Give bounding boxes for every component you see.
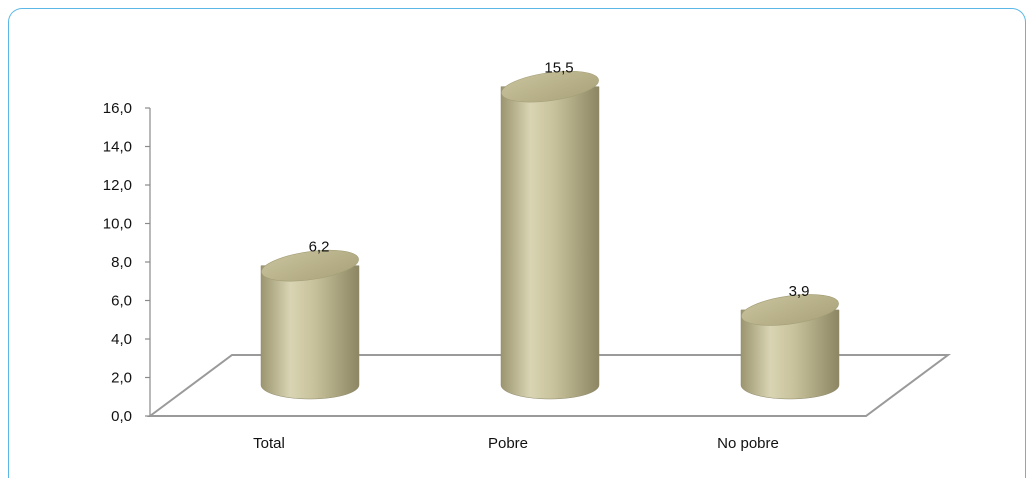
bar-top: [261, 249, 359, 282]
bar-body: [740, 309, 840, 400]
x-axis-labels: Total Pobre No pobre: [253, 435, 779, 452]
y-tick-label: 16,0: [103, 100, 132, 117]
bar-pobre: 15,5: [500, 60, 600, 400]
bar-body: [500, 86, 600, 400]
y-tick-label: 12,0: [103, 177, 132, 194]
bars: 6,2 15,5 3,9: [260, 60, 840, 400]
x-tick-label: Total: [253, 435, 285, 452]
bar-top: [501, 70, 599, 103]
x-tick-label: Pobre: [488, 435, 528, 452]
data-label: 6,2: [309, 239, 330, 256]
y-tick-label: 0,0: [111, 408, 132, 425]
y-tick-label: 4,0: [111, 331, 132, 348]
chart-frame: [8, 8, 1026, 478]
y-tick-label: 2,0: [111, 370, 132, 387]
bar-total: 6,2: [260, 239, 360, 400]
floor-plane: [146, 354, 952, 417]
data-label: 3,9: [789, 283, 810, 300]
y-tick-label: 8,0: [111, 254, 132, 271]
y-tick-label: 14,0: [103, 139, 132, 156]
y-axis-ticks: 0,0 2,0 4,0 6,0 8,0 10,0 12,0 14,0 16,0: [103, 100, 150, 425]
x-tick-label: No pobre: [717, 435, 779, 452]
data-label: 15,5: [544, 60, 573, 77]
y-tick-label: 10,0: [103, 216, 132, 233]
bar-no-pobre: 3,9: [740, 283, 840, 400]
bar-body: [260, 265, 360, 400]
bar-top: [741, 294, 839, 326]
y-tick-label: 6,0: [111, 293, 132, 310]
